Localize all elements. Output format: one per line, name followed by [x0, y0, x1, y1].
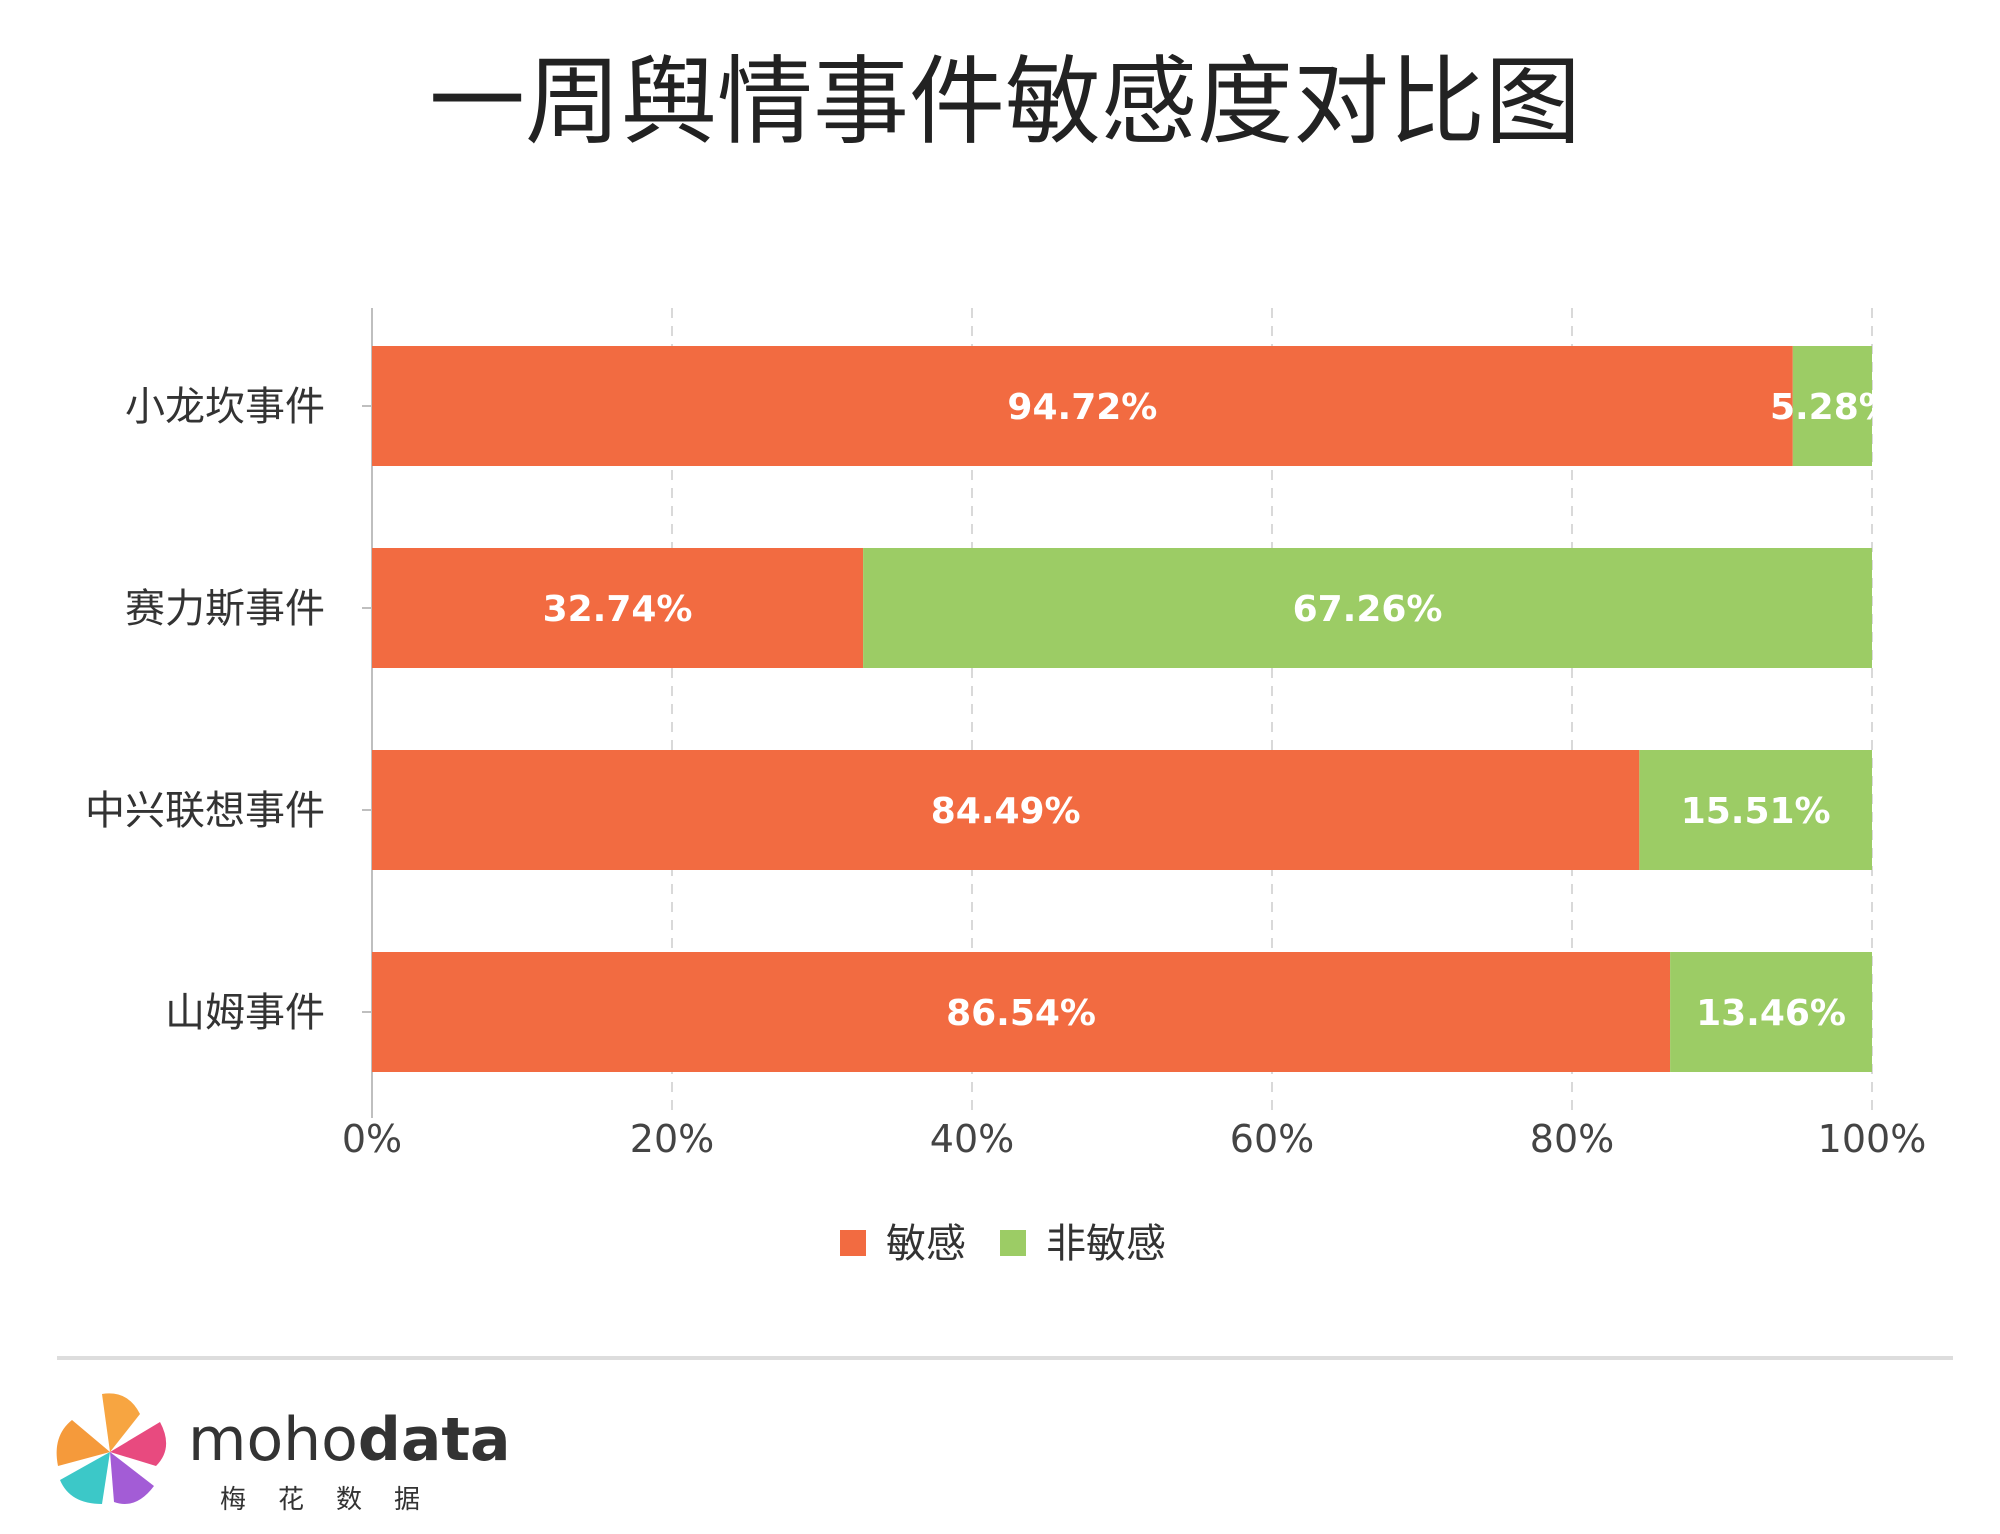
- mohodata-logo: mohodata 梅花数据: [56, 1393, 511, 1515]
- legend-label-non-sensitive: 非敏感: [1046, 1221, 1166, 1267]
- x-tick-label: 20%: [630, 1117, 714, 1161]
- x-tick-label: 80%: [1530, 1117, 1614, 1161]
- bar-segment: [372, 346, 1793, 466]
- brand-name-light: moho: [188, 1405, 358, 1475]
- data-label: 84.49%: [931, 791, 1081, 832]
- category-label: 山姆事件: [165, 990, 325, 1036]
- brand-name-bold: data: [358, 1405, 511, 1475]
- legend-swatch-sensitive: [840, 1230, 866, 1256]
- pinwheel-logo-icon: [56, 1393, 167, 1504]
- data-label: 15.51%: [1681, 791, 1831, 832]
- x-tick-label: 100%: [1818, 1117, 1927, 1161]
- bar-segment: [1670, 952, 1872, 1072]
- x-tick-label: 60%: [1230, 1117, 1314, 1161]
- x-tick-label: 40%: [930, 1117, 1014, 1161]
- brand-subtitle: 梅花数据: [220, 1485, 452, 1515]
- bar-segment: [1639, 750, 1872, 870]
- bar-segment: [863, 548, 1872, 668]
- x-tick-label: 0%: [342, 1117, 402, 1161]
- legend-swatch-non-sensitive: [1000, 1230, 1026, 1256]
- data-label: 94.72%: [1007, 387, 1157, 428]
- category-label: 赛力斯事件: [125, 586, 325, 632]
- svg-text:mohodata: mohodata: [188, 1405, 511, 1475]
- bars: 94.72% 5.28% 32.74% 67.26% 84.49% 15.51% 86.54…: [372, 346, 1895, 1072]
- bar-segment: [1792, 346, 1872, 466]
- category-label: 中兴联想事件: [85, 788, 325, 834]
- category-label: 小龙坎事件: [125, 384, 325, 430]
- x-axis-ticks: 0% 20% 40% 60% 80% 100%: [342, 1117, 1926, 1161]
- data-label: 67.26%: [1293, 589, 1443, 630]
- bar-segment: [372, 750, 1640, 870]
- chart-title: 一周舆情事件敏感度对比图: [429, 46, 1581, 158]
- data-label: 32.74%: [543, 589, 693, 630]
- data-label: 5.28%: [1770, 387, 1895, 428]
- bar-segment: [372, 548, 864, 668]
- legend: 敏感 非敏感: [840, 1221, 1166, 1267]
- bar-segment: [372, 952, 1671, 1072]
- legend-label-sensitive: 敏感: [886, 1221, 966, 1267]
- data-label: 13.46%: [1696, 993, 1846, 1034]
- data-label: 86.54%: [946, 993, 1096, 1034]
